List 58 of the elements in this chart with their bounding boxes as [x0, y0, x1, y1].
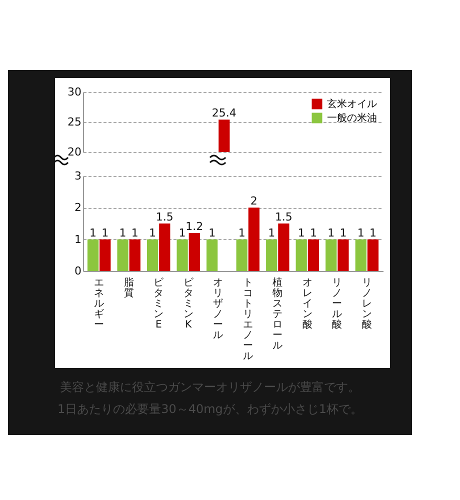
- data-label: 1: [178, 226, 186, 240]
- x-tick-label: エネルギー: [94, 278, 104, 330]
- bar: [87, 239, 99, 271]
- x-tick-label: オレイン酸: [302, 278, 312, 330]
- x-tick-label: オリザノール: [213, 278, 224, 341]
- legend-label: 玄米オイル: [327, 98, 377, 110]
- bar: [338, 239, 349, 271]
- y-tick-label: 1: [74, 232, 82, 246]
- data-label: 1.2: [186, 220, 204, 233]
- bar: [296, 239, 307, 271]
- bar: [248, 208, 260, 271]
- bar: [176, 239, 188, 271]
- y-tick-label: 3: [74, 170, 82, 182]
- x-tick-label: ビタミンE: [154, 278, 165, 330]
- bar: [236, 239, 248, 271]
- data-label: 2: [250, 194, 258, 208]
- data-label: 1: [357, 226, 364, 240]
- data-label: 1.5: [156, 210, 174, 224]
- data-label: 1: [328, 226, 335, 240]
- data-label: 1: [208, 226, 216, 240]
- data-label: 1: [90, 226, 97, 240]
- bar: [129, 239, 140, 271]
- data-label: 1: [119, 226, 126, 240]
- y-tick-label: 0: [74, 264, 82, 278]
- legend-label: 一般の米油: [327, 112, 377, 124]
- bar: [355, 239, 366, 271]
- data-label: 1: [149, 226, 156, 240]
- data-label: 1: [268, 226, 276, 240]
- y-tick-label: 25: [68, 116, 82, 128]
- data-label: 1.5: [274, 210, 292, 224]
- data-label: 1: [131, 226, 138, 240]
- y-tick-label: 2: [74, 201, 82, 214]
- data-label: 1: [340, 226, 347, 240]
- bar: [206, 239, 218, 271]
- x-tick-label: リノール酸: [332, 278, 342, 330]
- data-label: 1: [238, 226, 246, 240]
- data-label: 1: [310, 226, 317, 240]
- bar: [117, 239, 128, 271]
- bar: [100, 239, 111, 271]
- bar: [278, 224, 290, 271]
- bar: [367, 239, 379, 271]
- bar: [266, 239, 278, 271]
- bar: [146, 239, 158, 271]
- data-label: 1: [102, 226, 109, 240]
- bar: [188, 233, 200, 271]
- x-tick-label: リノレン酸: [362, 278, 372, 330]
- bar: [326, 239, 337, 271]
- bar: [159, 224, 170, 271]
- bar: [308, 239, 320, 271]
- data-label: 1: [298, 226, 305, 240]
- x-tick-label: トコトリエノール: [242, 278, 253, 362]
- y-tick-label: 20: [68, 146, 82, 158]
- data-label: 1: [369, 226, 376, 240]
- x-tick-label: 植物ステロール: [272, 276, 283, 352]
- data-label: 25.4: [212, 106, 236, 120]
- x-tick-label: 脂質: [124, 276, 134, 299]
- y-tick-label: 30: [68, 86, 82, 98]
- x-tick-label: ビタミンK: [183, 278, 194, 330]
